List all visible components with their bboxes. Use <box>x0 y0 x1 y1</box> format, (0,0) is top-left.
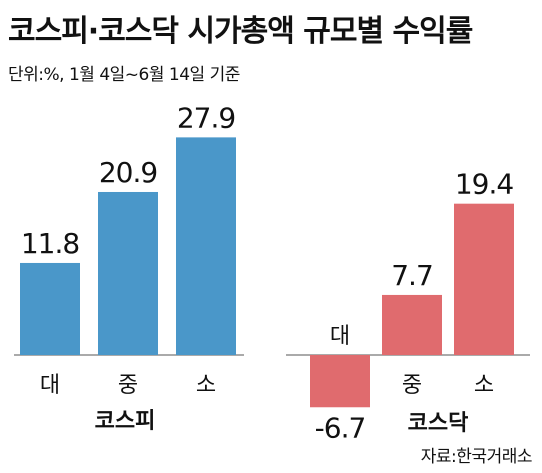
kosdaq-bar-2 <box>382 294 442 355</box>
kosdaq-value-label-2: 7.7 <box>391 259 433 292</box>
chart-title: 코스피·코스닥 시가총액 규모별 수익률 <box>8 14 473 49</box>
kospi-category-label-2: 중 <box>118 373 138 398</box>
kosdaq-group-label: 코스닥 <box>408 411 469 436</box>
chart-subtitle: 단위:%, 1월 4일~6월 14일 기준 <box>8 65 240 85</box>
kosdaq-category-label-3: 소 <box>474 373 494 398</box>
kospi-value-label-3: 27.9 <box>177 101 235 134</box>
kosdaq-category-label-2: 중 <box>402 373 422 398</box>
kosdaq-value-label-1: -6.7 <box>315 411 366 444</box>
kosdaq-bar-3 <box>454 203 514 355</box>
kospi-value-label-2: 20.9 <box>99 156 157 189</box>
kosdaq-value-label-3: 19.4 <box>455 168 514 201</box>
kospi-bar-1 <box>20 262 80 355</box>
kospi-group-label: 코스피 <box>95 409 156 434</box>
kospi-bar-3 <box>176 137 236 355</box>
kospi-value-label-1: 11.8 <box>21 227 79 260</box>
kosdaq-bar-1 <box>310 355 370 408</box>
kosdaq-category-label-1: 대 <box>330 324 350 349</box>
kospi-category-label-1: 대 <box>40 373 60 398</box>
kospi-bar-2 <box>98 191 158 355</box>
source-note: 자료:한국거래소 <box>420 447 533 467</box>
kospi-category-label-3: 소 <box>196 373 216 398</box>
